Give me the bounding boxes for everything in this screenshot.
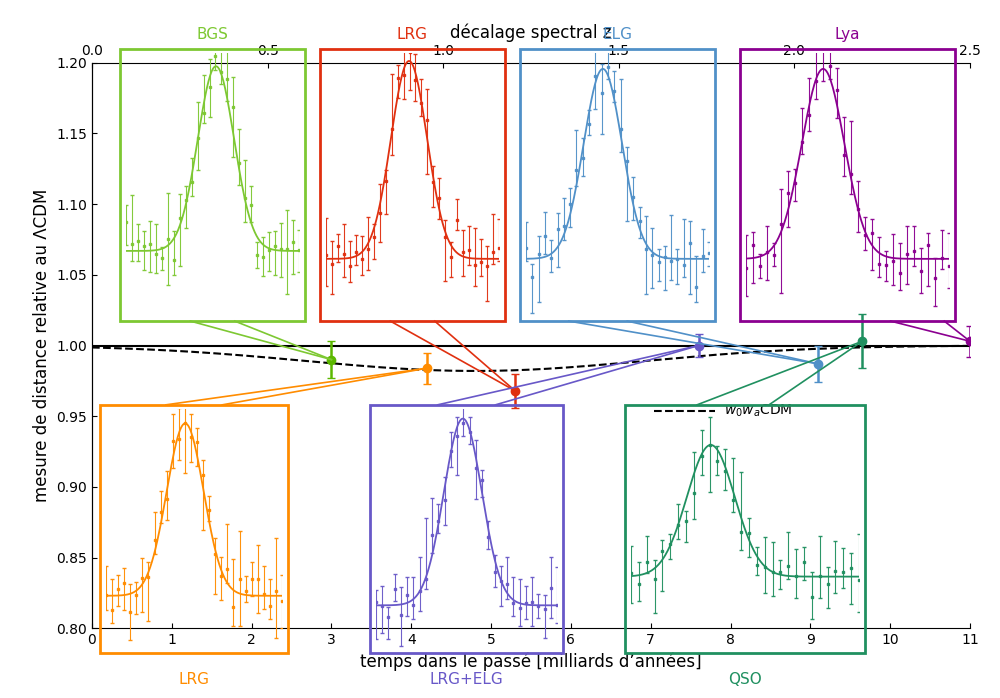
Text: LRG: LRG <box>178 672 210 687</box>
Text: BGS: BGS <box>197 27 228 42</box>
Text: LRG+ELG: LRG+ELG <box>430 672 503 687</box>
Text: ELG: ELG <box>602 27 633 42</box>
X-axis label: décalage spectral z: décalage spectral z <box>450 24 612 43</box>
X-axis label: temps dans le passé [milliards d’années]: temps dans le passé [milliards d’années] <box>360 653 702 671</box>
Text: LRG: LRG <box>397 27 428 42</box>
Text: QSO: QSO <box>728 672 762 687</box>
Y-axis label: mesure de distance relative au ΛCDM: mesure de distance relative au ΛCDM <box>33 189 51 502</box>
Text: Lya: Lya <box>835 27 860 42</box>
Text: $w_0w_a$CDM: $w_0w_a$CDM <box>724 402 793 419</box>
